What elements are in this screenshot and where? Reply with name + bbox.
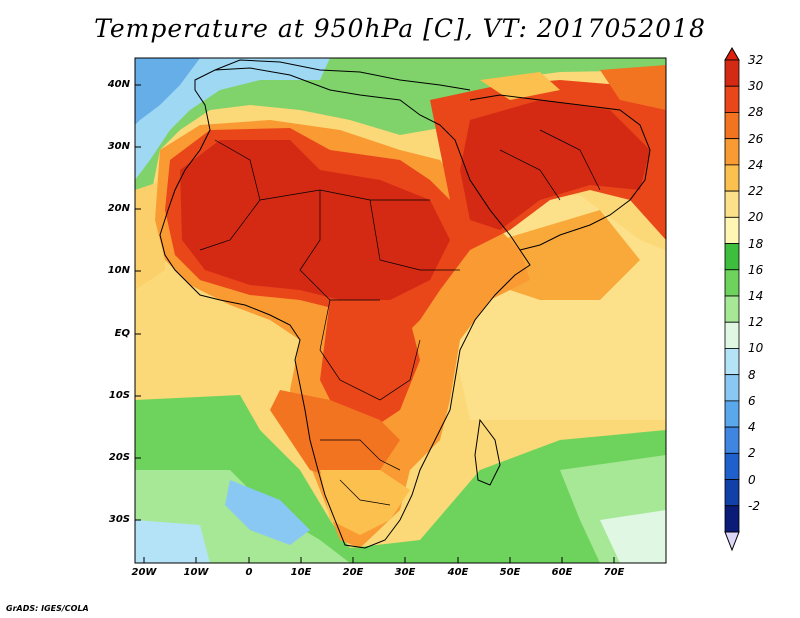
lon-tick-50e: 50E <box>499 567 521 578</box>
colorbar-label-8: 16 <box>748 262 764 277</box>
lon-tick-40e: 40E <box>447 567 469 578</box>
colorbar-box-12 <box>724 374 740 402</box>
colorbar-box-16 <box>724 479 740 507</box>
colorbar-box-5 <box>724 190 740 218</box>
colorbar-label-3: 26 <box>748 131 764 146</box>
colorbar-label-10: 12 <box>748 315 764 330</box>
colorbar-label-11: 10 <box>748 341 764 356</box>
lat-tick-20n: 20N <box>107 203 130 214</box>
madagascar-coastline <box>474 418 501 486</box>
border-3 <box>299 190 380 301</box>
colorbar-label-9: 14 <box>748 289 764 303</box>
lon-tick-0: 0 <box>245 567 253 578</box>
lat-tick-10s: 10S <box>108 390 130 401</box>
colorbar-box-9 <box>724 295 740 323</box>
field-south-pale <box>135 520 210 563</box>
border-7 <box>339 479 391 506</box>
border-8 <box>539 129 601 191</box>
field-arabia-core <box>460 100 650 230</box>
colorbar-box-11 <box>724 348 740 376</box>
field-south-africa <box>320 470 410 535</box>
colorbar-box-6 <box>724 216 740 244</box>
credit-text: GrADS: IGES/COLA <box>6 604 89 613</box>
field-south-blue <box>225 480 310 545</box>
europe-coastline <box>214 59 471 91</box>
field-sahara-core <box>180 140 450 300</box>
lon-tick-60e: 60E <box>551 567 573 578</box>
border-9 <box>499 149 561 201</box>
lat-tick-40n: 40N <box>107 79 130 90</box>
colorbar-box-8 <box>724 269 740 297</box>
colorbar-box-10 <box>724 321 740 349</box>
lat-tick-20s: 20S <box>108 452 130 463</box>
border-6 <box>320 439 401 471</box>
field-iran-warm <box>600 65 666 110</box>
lon-tick-70e: 70E <box>603 567 625 578</box>
field-levant <box>480 72 560 100</box>
colorbar <box>724 47 740 552</box>
colorbar-label-16: 0 <box>748 472 756 487</box>
lon-tick-10w: 10W <box>183 567 209 578</box>
country-borders <box>199 129 601 506</box>
map-title: Temperature at 950hPa [C], VT: 201705201… <box>94 14 706 43</box>
lon-tick-10e: 10E <box>290 567 312 578</box>
field-south-hot <box>270 390 400 480</box>
colorbar-label-7: 18 <box>748 236 764 251</box>
colorbar-box-17 <box>724 505 740 533</box>
colorbar-label-6: 20 <box>748 210 764 225</box>
field-central-hot <box>320 300 420 430</box>
border-5 <box>319 299 421 401</box>
colorbar-label-15: 2 <box>748 446 756 461</box>
border-4 <box>369 199 460 271</box>
colorbar-bottom-arrow <box>724 531 740 552</box>
colorbar-box-3 <box>724 138 740 166</box>
lat-tick-eq: EQ <box>114 328 130 339</box>
colorbar-label-4: 24 <box>748 157 764 172</box>
map-frame <box>134 57 667 564</box>
lat-tick-30n: 30N <box>107 141 130 152</box>
lon-tick-20w: 20W <box>131 567 157 578</box>
colorbar-label-17: -2 <box>748 498 760 513</box>
field-arabian-sea <box>500 210 640 300</box>
arabia-coastline <box>469 94 651 251</box>
field-atlantic-deep <box>135 58 200 125</box>
colorbar-label-5: 22 <box>748 184 764 199</box>
colorbar-box-4 <box>724 164 740 192</box>
temperature-field <box>135 58 666 563</box>
lat-tick-10n: 10N <box>107 265 130 276</box>
colorbar-label-0: 32 <box>748 53 764 67</box>
colorbar-box-14 <box>724 426 740 454</box>
colorbar-box-7 <box>724 243 740 271</box>
colorbar-label-14: 4 <box>748 420 756 435</box>
colorbar-label-2: 28 <box>748 105 764 120</box>
colorbar-label-1: 30 <box>748 79 764 94</box>
axis-ticks <box>135 84 615 563</box>
field-south-east-pale <box>600 510 666 563</box>
colorbar-label-13: 6 <box>748 393 756 408</box>
coastlines <box>159 59 651 549</box>
border-2 <box>259 189 430 201</box>
colorbar-label-12: 8 <box>748 367 756 382</box>
colorbar-top-arrow <box>724 47 740 61</box>
field-north-green <box>135 58 666 230</box>
colorbar-box-2 <box>724 112 740 140</box>
field-atlantic-blue <box>135 58 330 180</box>
africa-coastline <box>159 67 531 549</box>
colorbar-box-13 <box>724 400 740 428</box>
lon-tick-20e: 20E <box>342 567 364 578</box>
lat-tick-30s: 30S <box>108 514 130 525</box>
colorbar-box-0 <box>724 59 740 87</box>
lon-tick-30e: 30E <box>394 567 416 578</box>
colorbar-box-15 <box>724 452 740 480</box>
colorbar-box-1 <box>724 85 740 113</box>
